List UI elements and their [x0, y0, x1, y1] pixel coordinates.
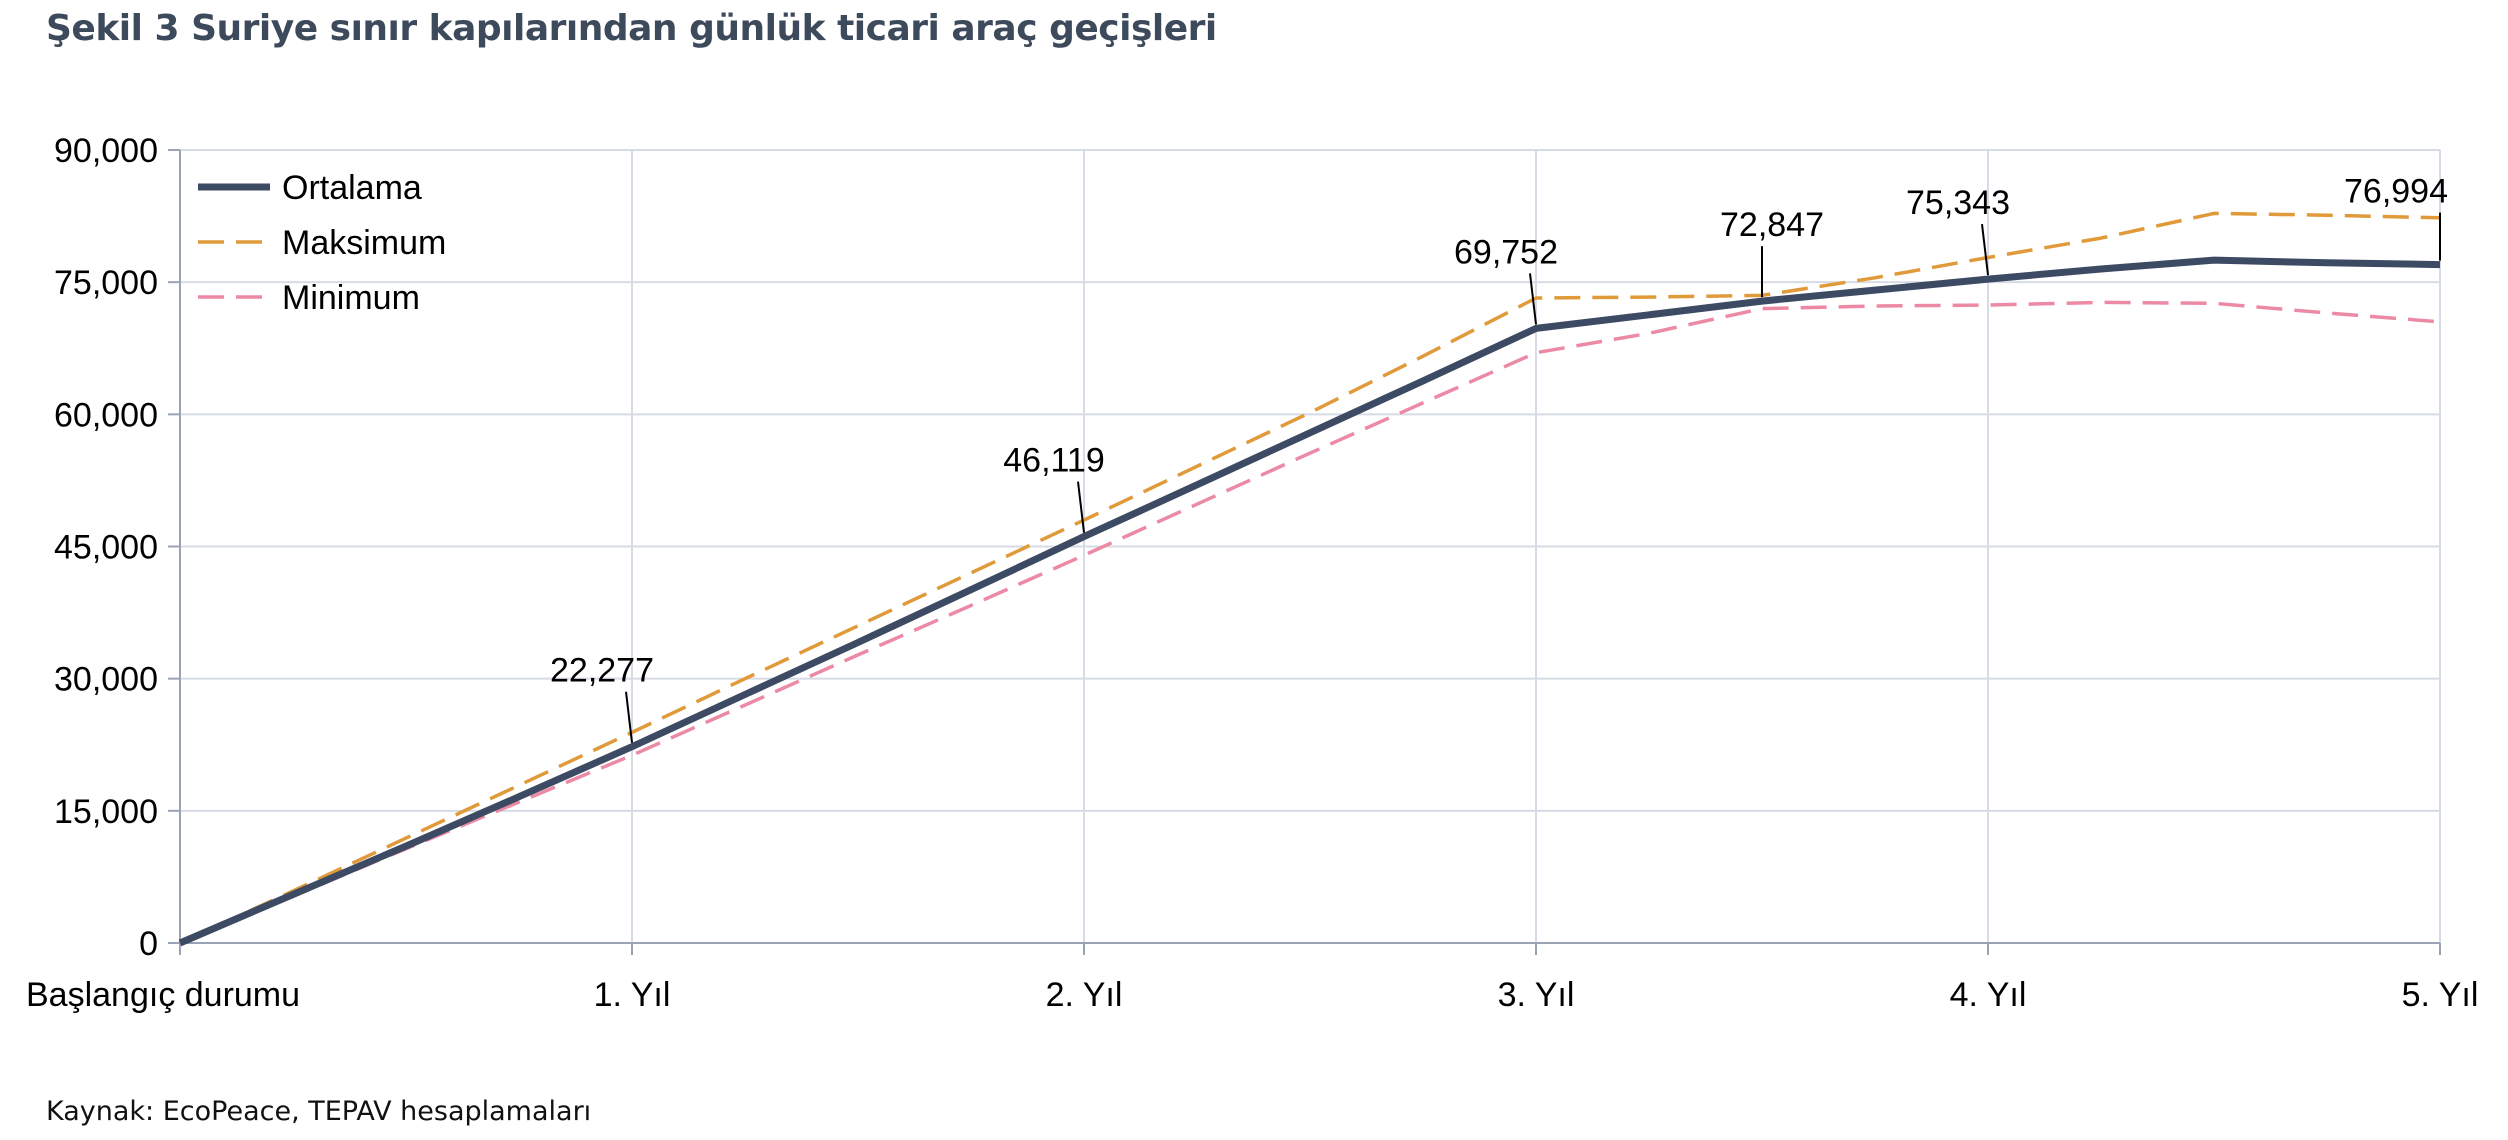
y-tick-label: 15,000 [54, 793, 158, 831]
figure-title: Şekil 3 Suriye sınır kapılarından günlük… [46, 8, 1217, 49]
legend: Ortalama Maksimum Minimum [198, 169, 446, 317]
y-tick-label: 45,000 [54, 529, 158, 567]
legend-label-minimum: Minimum [282, 279, 420, 317]
series-line-ortalama [178, 256, 2441, 947]
y-tick-label: 60,000 [54, 396, 158, 434]
series-line-maksimum [179, 211, 2441, 945]
y-tick-label: 75,000 [54, 264, 158, 302]
legend-label-maksimum: Maksimum [282, 224, 446, 262]
annotation-leader [1529, 273, 1537, 325]
x-tick-label: 2. Yıl [1046, 976, 1123, 1014]
x-tick-label: 5. Yıl [2402, 976, 2479, 1014]
series-layer [178, 211, 2441, 947]
annotation-leader [1981, 224, 1989, 276]
y-tick-label: 90,000 [54, 132, 158, 170]
annotation-leader [1077, 481, 1085, 533]
data-label: 72,847 [1720, 206, 1824, 244]
data-label: 69,752 [1454, 233, 1558, 271]
annotation-layer: 22,277 46,119 69,752 72,847 75,343 76,994 [550, 173, 2448, 743]
x-tick-label: Başlangıç durumu [26, 976, 300, 1014]
data-label: 22,277 [550, 652, 654, 690]
x-tick-label: 1. Yıl [594, 976, 671, 1014]
x-tick-label: 4. Yıl [1950, 976, 2027, 1014]
series-line-minimum [179, 300, 2441, 945]
legend-label-ortalama: Ortalama [282, 169, 422, 207]
data-label: 46,119 [1003, 442, 1104, 480]
y-tick-label: 30,000 [54, 661, 158, 699]
line-chart: 0 15,000 30,000 45,000 60,000 75,000 90,000 Baş… [26, 132, 2478, 1014]
x-tick-label: 3. Yıl [1498, 976, 1575, 1014]
data-label: 75,343 [1906, 184, 2010, 222]
data-label: 76,994 [2344, 173, 2448, 211]
annotation-leader [625, 691, 633, 743]
axis-layer: 0 15,000 30,000 45,000 60,000 75,000 90,000 Baş… [26, 132, 2478, 1014]
y-tick-label: 0 [139, 925, 158, 963]
figure-source: Kaynak: EcoPeace, TEPAV hesaplamaları [46, 1096, 592, 1127]
